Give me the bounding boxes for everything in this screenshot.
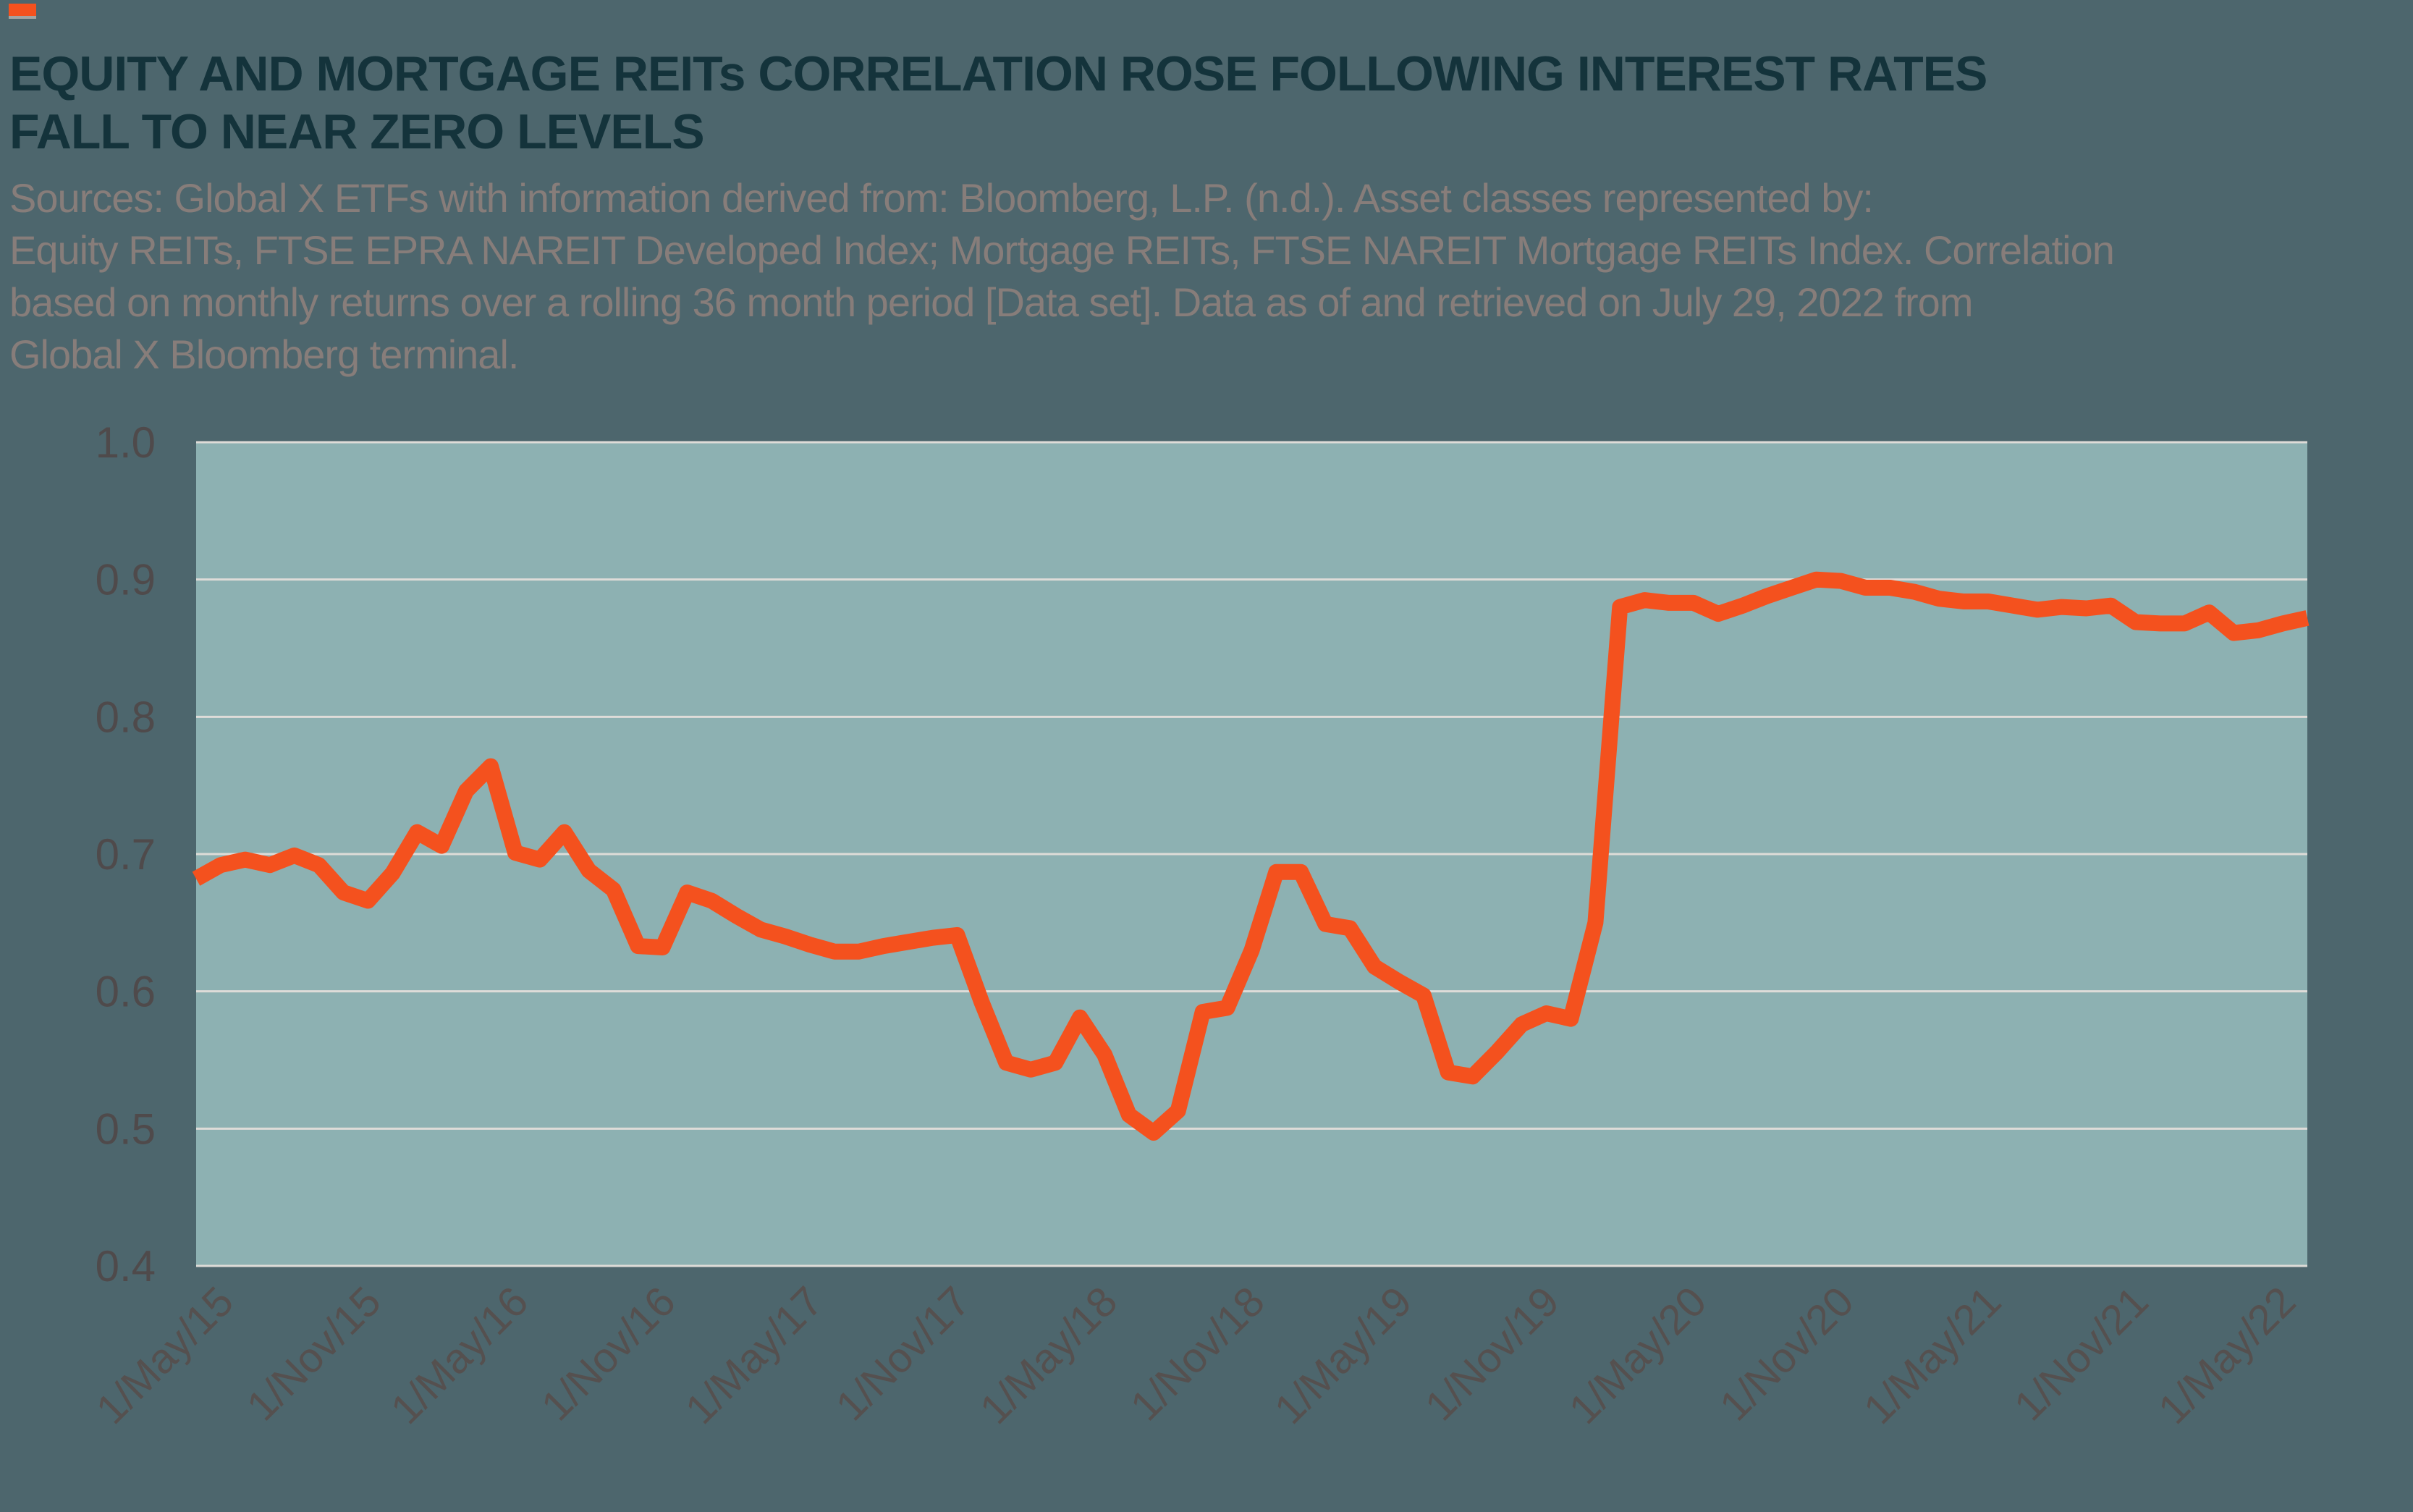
brand-logo-bar-shadow [9, 16, 36, 19]
y-axis-tick-label: 0.4 [96, 1242, 156, 1291]
y-axis-tick-label: 1.0 [96, 418, 156, 467]
x-axis-tick-label: 1/Nov/18 [1122, 1277, 1274, 1429]
y-axis-tick-label: 0.9 [96, 556, 156, 604]
x-axis-tick-label: 1/May/16 [382, 1277, 538, 1433]
x-axis-tick-label: 1/Nov/21 [2006, 1277, 2158, 1429]
x-axis-tick-label: 1/Nov/19 [1416, 1277, 1568, 1429]
chart-title-line2: FALL TO NEAR ZERO LEVELS [9, 104, 705, 159]
x-axis-tick-label: 1/May/21 [1855, 1277, 2011, 1433]
chart-title: EQUITY AND MORTGAGE REITs CORRELATION RO… [9, 45, 2383, 161]
x-axis-tick-label: 1/May/18 [971, 1277, 1127, 1433]
source-note-line2: Equity REITs, FTSE EPRA NAREIT Developed… [9, 227, 2115, 273]
brand-logo-bar [9, 4, 36, 16]
correlation-line [192, 571, 2310, 1141]
x-axis-tick-label: 1/Nov/17 [827, 1277, 979, 1429]
x-axis-tick-label: 1/Nov/15 [238, 1277, 390, 1429]
y-axis-tick-label: 0.8 [96, 693, 156, 741]
x-axis-tick-label: 1/May/15 [88, 1277, 243, 1433]
y-axis-tick-label: 0.7 [96, 830, 156, 879]
source-note-line3: based on monthly returns over a rolling … [9, 279, 1973, 325]
source-note-line1: Sources: Global X ETFs with information … [9, 175, 1874, 221]
source-note-line4: Global X Bloomberg terminal. [9, 331, 519, 377]
x-axis-tick-label: 1/May/22 [2150, 1277, 2305, 1433]
x-axis-tick-label: 1/Nov/16 [533, 1277, 685, 1429]
chart-title-line1: EQUITY AND MORTGAGE REITs CORRELATION RO… [9, 46, 1987, 101]
x-axis-tick-label: 1/May/17 [677, 1277, 832, 1433]
source-note: Sources: Global X ETFs with information … [9, 172, 2325, 381]
x-axis-tick-label: 1/May/20 [1560, 1277, 1716, 1433]
x-axis-tick-label: 1/Nov/20 [1711, 1277, 1863, 1429]
x-axis-tick-label: 1/May/19 [1266, 1277, 1421, 1433]
y-axis-tick-label: 0.6 [96, 968, 156, 1016]
y-axis-tick-label: 0.5 [96, 1105, 156, 1153]
